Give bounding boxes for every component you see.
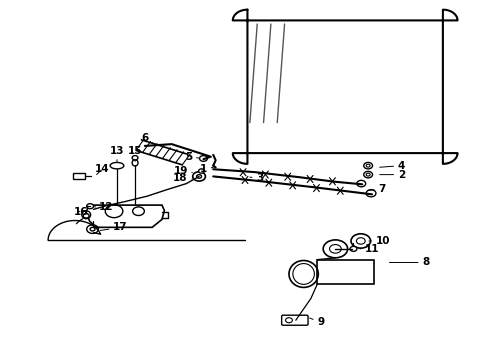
Text: 17: 17 — [100, 222, 128, 232]
Circle shape — [132, 156, 138, 160]
Circle shape — [83, 214, 89, 218]
Circle shape — [366, 164, 370, 167]
Text: 7: 7 — [368, 184, 386, 194]
Circle shape — [198, 169, 204, 173]
Text: 14: 14 — [95, 164, 110, 175]
Circle shape — [87, 204, 94, 209]
Text: 11: 11 — [360, 244, 379, 254]
Bar — [73, 173, 85, 179]
Circle shape — [90, 227, 95, 231]
Text: 19: 19 — [173, 166, 193, 176]
Text: 5: 5 — [185, 152, 199, 162]
Text: 3: 3 — [250, 173, 263, 183]
Circle shape — [366, 173, 370, 176]
Text: 13: 13 — [110, 145, 124, 161]
Text: 9: 9 — [310, 318, 324, 327]
Text: 8: 8 — [390, 257, 429, 267]
Text: 10: 10 — [369, 236, 390, 246]
Text: 6: 6 — [141, 133, 155, 144]
Text: 15: 15 — [128, 145, 142, 161]
Text: 16: 16 — [74, 207, 89, 217]
Text: 12: 12 — [95, 202, 113, 212]
Text: 18: 18 — [173, 173, 193, 183]
Text: 1: 1 — [200, 164, 213, 174]
Circle shape — [350, 246, 357, 251]
Text: 4: 4 — [380, 161, 405, 171]
Text: 2: 2 — [380, 170, 405, 180]
Circle shape — [196, 175, 201, 178]
